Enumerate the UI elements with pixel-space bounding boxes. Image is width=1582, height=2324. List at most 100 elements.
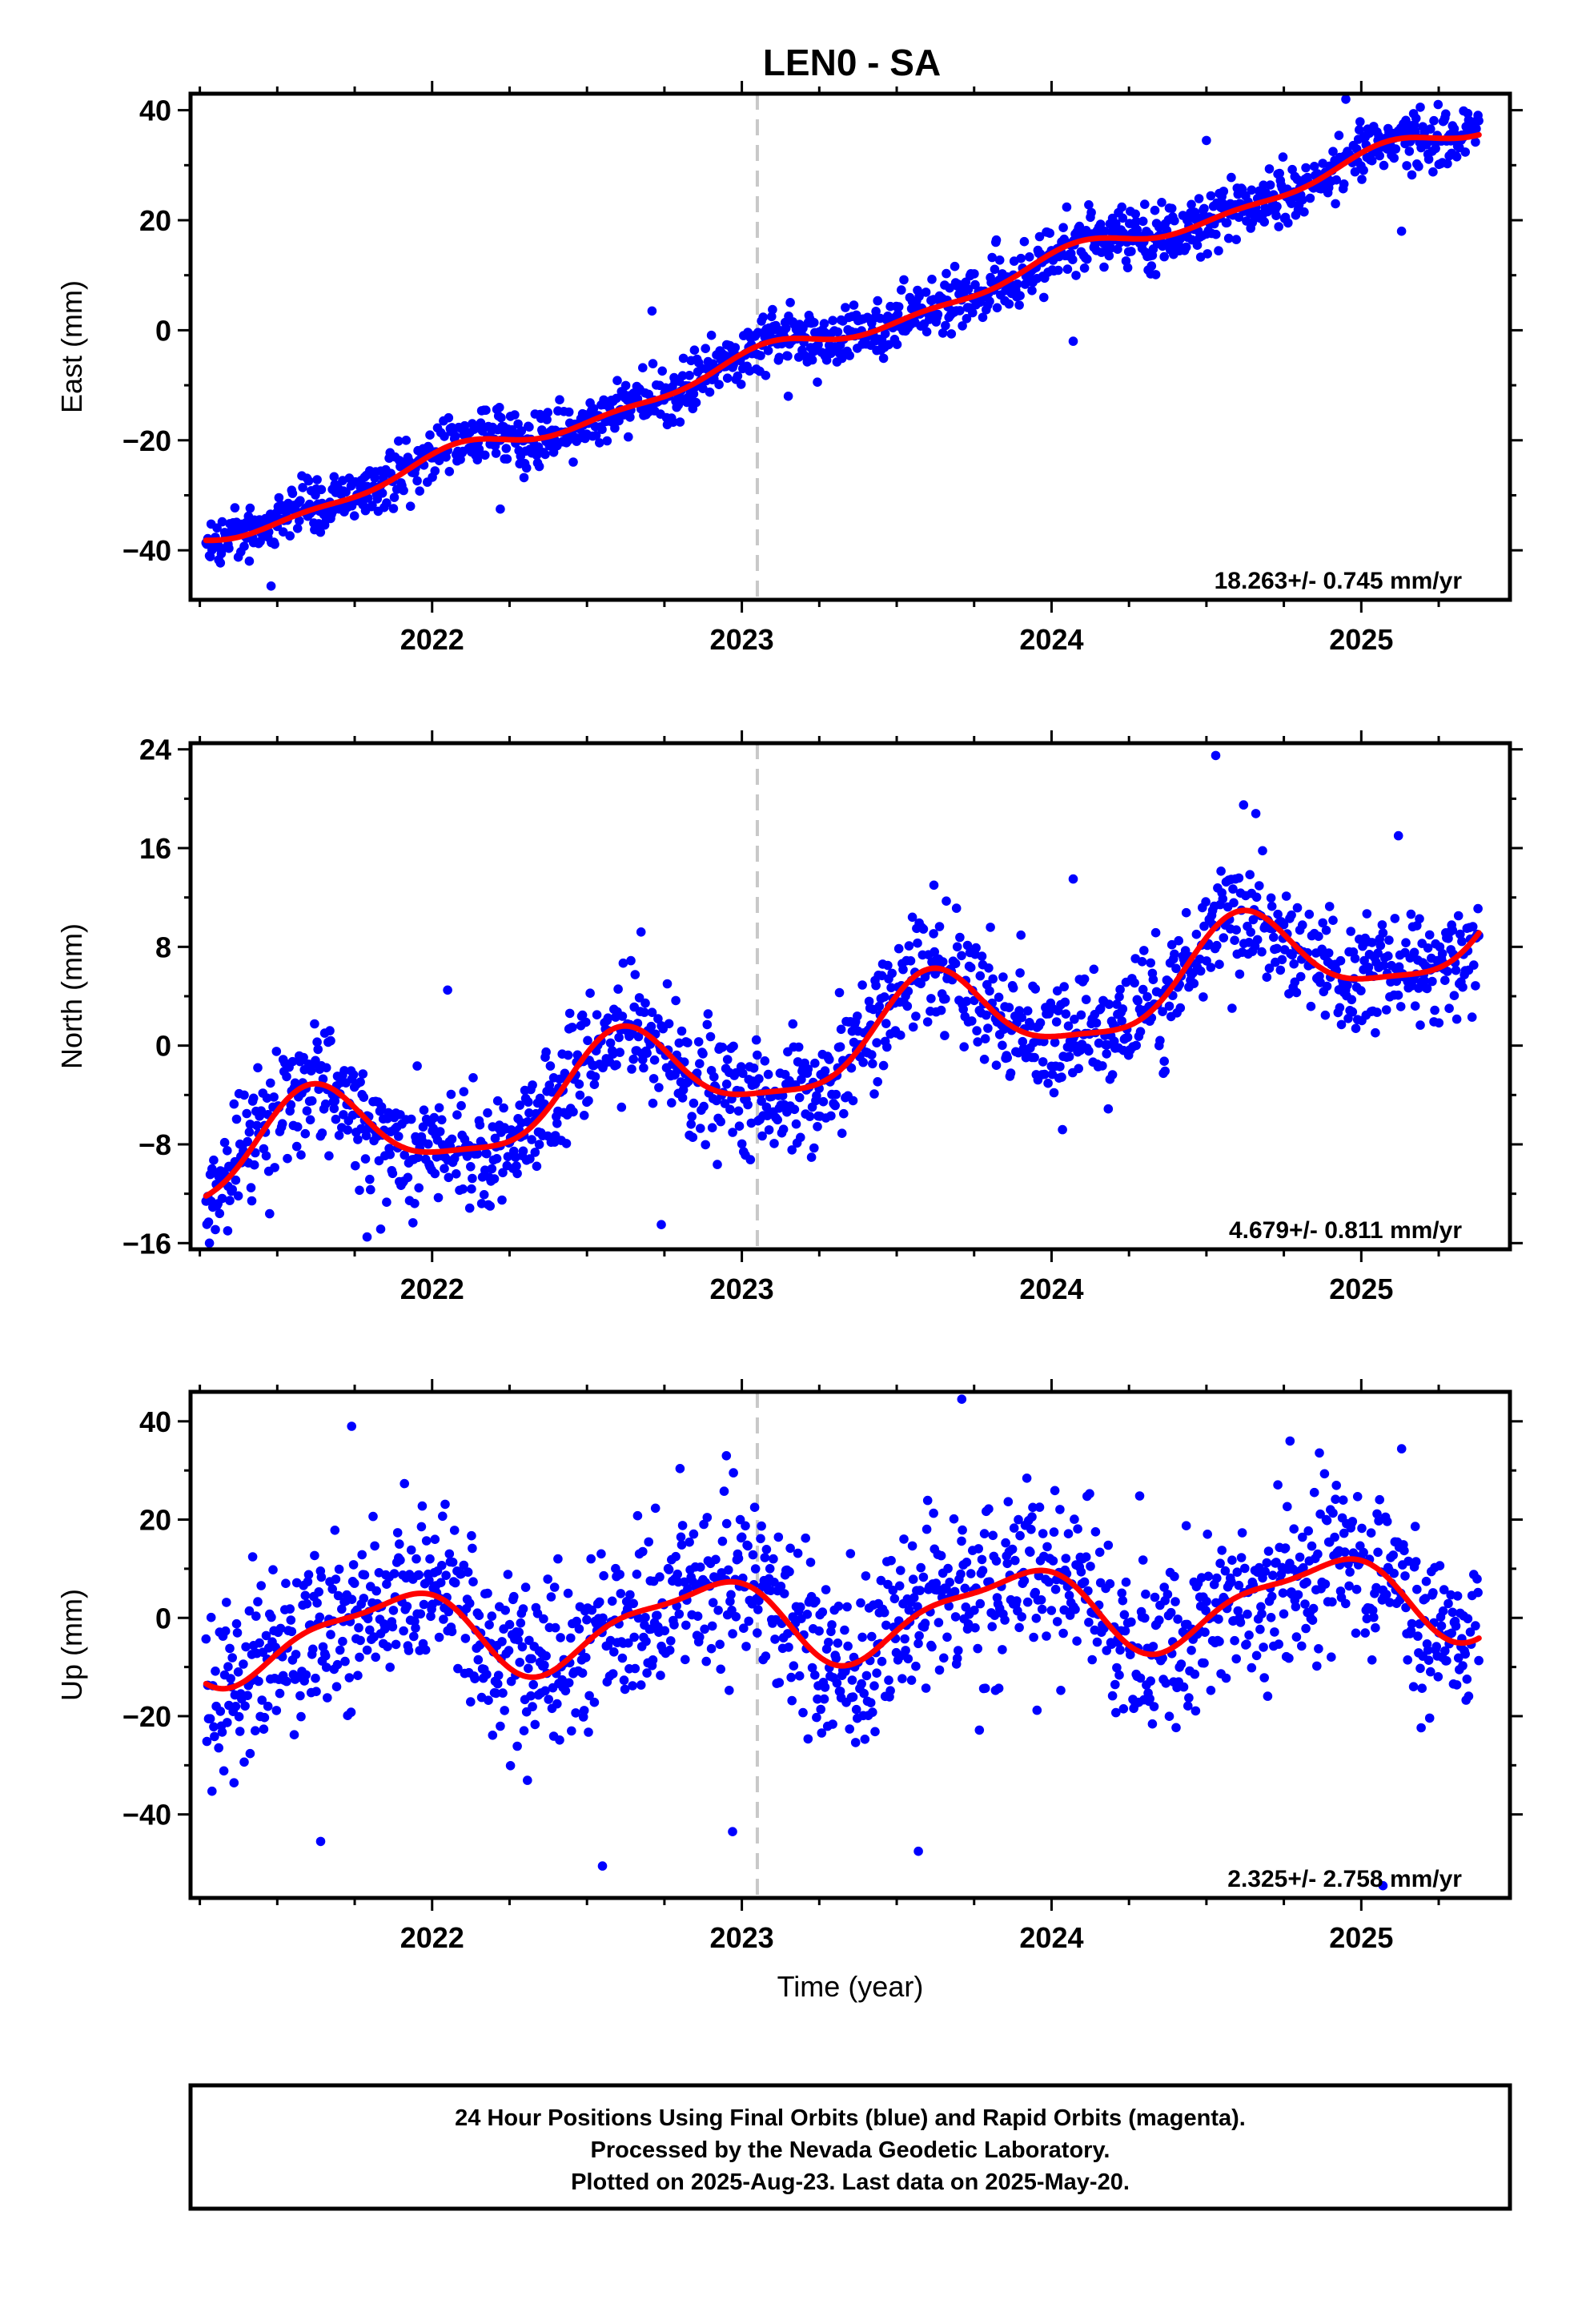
data-point [607, 1596, 617, 1606]
data-point [909, 1593, 919, 1602]
data-point [1030, 984, 1040, 994]
data-point [719, 1486, 729, 1496]
data-point [424, 1139, 433, 1149]
data-point [1374, 1516, 1383, 1526]
data-point [1375, 151, 1384, 161]
data-point [1085, 1489, 1094, 1498]
data-point [588, 404, 599, 414]
data-point [1415, 1663, 1425, 1674]
data-point [950, 1586, 960, 1597]
data-point [960, 1583, 970, 1594]
data-point [530, 1719, 540, 1730]
outlier-point [1202, 135, 1211, 146]
data-point [424, 1575, 434, 1586]
data-point [530, 1148, 540, 1157]
data-point [1042, 1542, 1052, 1552]
data-point [706, 1643, 717, 1654]
data-point [1474, 1655, 1484, 1666]
data-point [1452, 1014, 1462, 1024]
data-point [599, 1570, 608, 1581]
data-point [640, 998, 650, 1008]
data-point [561, 1139, 572, 1148]
data-point [262, 1093, 272, 1103]
data-point [360, 1154, 371, 1164]
data-point [312, 1037, 322, 1047]
data-point [1408, 1682, 1419, 1691]
data-point [1275, 965, 1286, 975]
data-point [1214, 246, 1223, 255]
data-point [1403, 1556, 1413, 1566]
outlier-point [1378, 1880, 1388, 1891]
data-point [632, 1570, 642, 1579]
data-point [1014, 300, 1024, 310]
data-point [848, 1096, 858, 1106]
data-point [1314, 931, 1323, 941]
data-point [1257, 1609, 1267, 1618]
data-point [452, 1169, 461, 1179]
data-point [1265, 180, 1275, 190]
data-point [662, 979, 673, 989]
data-point [484, 1695, 493, 1705]
data-point [1223, 233, 1234, 243]
data-point [819, 1694, 829, 1704]
data-point [274, 493, 284, 503]
data-point [836, 1024, 846, 1035]
data-point [1058, 1628, 1068, 1638]
data-point [1377, 920, 1387, 930]
data-point [1473, 903, 1483, 914]
data-point [988, 974, 998, 984]
data-point [246, 1183, 256, 1192]
outlier-point [1068, 336, 1078, 346]
data-point [1259, 1673, 1269, 1683]
data-point [337, 1604, 347, 1614]
data-point [749, 1502, 760, 1512]
data-point [1290, 977, 1300, 987]
data-point [1105, 1578, 1115, 1589]
data-point [448, 1558, 458, 1567]
data-point [286, 1615, 296, 1625]
data-point [1181, 242, 1191, 252]
data-point [549, 1582, 560, 1592]
data-point [1147, 1719, 1158, 1729]
data-point [1371, 1622, 1380, 1633]
data-point [229, 1778, 239, 1787]
data-point [887, 968, 897, 979]
data-point [962, 1558, 972, 1567]
data-point [1384, 935, 1394, 945]
data-point [1298, 920, 1307, 930]
data-point [1424, 1713, 1435, 1723]
data-point [859, 1688, 869, 1699]
data-point [355, 1652, 364, 1663]
data-point [433, 1192, 444, 1203]
data-point [634, 993, 644, 1003]
data-point [1301, 163, 1311, 173]
data-point [365, 1174, 375, 1184]
data-point [418, 1122, 428, 1132]
data-point [646, 1021, 656, 1031]
data-point [1121, 1577, 1131, 1587]
data-point [385, 1149, 396, 1160]
data-point [1426, 1667, 1435, 1677]
data-point [916, 979, 926, 989]
data-point [267, 1612, 276, 1622]
data-point [1463, 1614, 1473, 1624]
data-point [1038, 1529, 1048, 1538]
data-point [444, 1172, 454, 1183]
data-point [653, 1014, 663, 1023]
data-point [254, 1676, 263, 1687]
data-point [1059, 1605, 1069, 1615]
y-tick-label: 20 [139, 1504, 171, 1537]
data-point [1428, 167, 1438, 177]
data-point [303, 1570, 314, 1580]
data-point [840, 1625, 849, 1635]
data-point [873, 296, 882, 306]
data-point [1006, 1068, 1016, 1078]
data-point [966, 963, 976, 972]
data-point [467, 1530, 476, 1541]
data-point [842, 1602, 852, 1612]
data-point [708, 1598, 718, 1607]
data-point [1171, 1723, 1181, 1733]
data-point [425, 1554, 435, 1564]
data-point [633, 1613, 644, 1623]
data-point [612, 1059, 621, 1070]
